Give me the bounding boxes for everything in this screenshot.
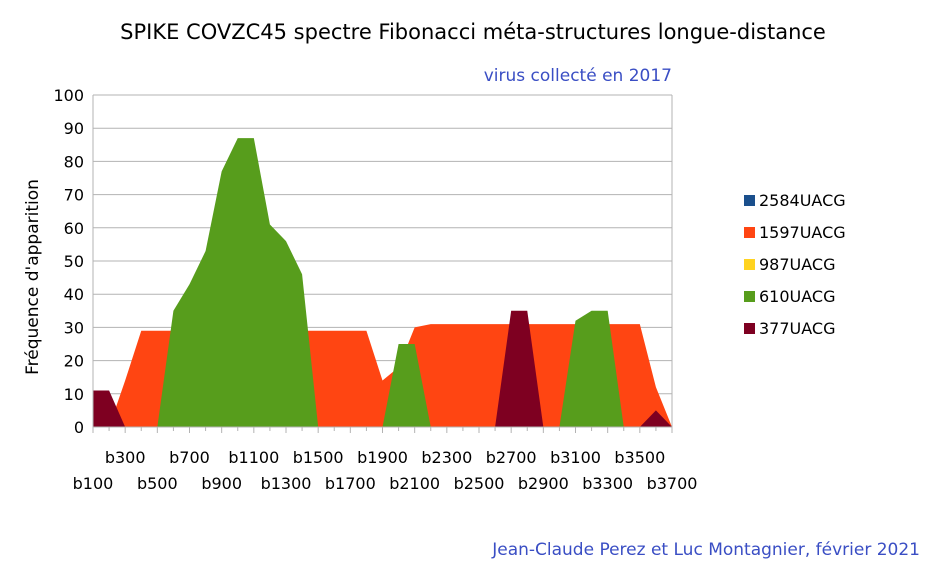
x-tick-label-b2900: b2900 <box>518 474 569 493</box>
x-tick-label-b900: b900 <box>201 474 242 493</box>
x-tick-label-b1700: b1700 <box>325 474 376 493</box>
legend-item-610UACG: 610UACG <box>744 280 846 312</box>
x-tick-label-b500: b500 <box>137 474 178 493</box>
y-tick-label-60: 60 <box>64 219 84 238</box>
legend-label-987UACG: 987UACG <box>759 254 836 274</box>
x-tick-label-b3700: b3700 <box>647 474 698 493</box>
x-tick-label-b2100: b2100 <box>389 474 440 493</box>
x-tick-label-b1900: b1900 <box>357 448 408 467</box>
legend-item-2584UACG: 2584UACG <box>744 184 846 216</box>
x-tick-label-b100: b100 <box>73 474 114 493</box>
y-tick-label-50: 50 <box>64 252 84 271</box>
chart-subtitle: virus collecté en 2017 <box>483 66 672 86</box>
x-tick-label-b1300: b1300 <box>261 474 312 493</box>
x-tick-label-b1100: b1100 <box>228 448 279 467</box>
x-tick-label-b700: b700 <box>169 448 210 467</box>
legend: 2584UACG 1597UACG 987UACG 610UACG 377UACG <box>744 184 846 344</box>
x-tick-label-b3500: b3500 <box>614 448 665 467</box>
legend-label-1597UACG: 1597UACG <box>759 222 846 242</box>
legend-swatch-610UACG <box>744 290 755 302</box>
legend-item-377UACG: 377UACG <box>744 312 846 344</box>
legend-swatch-1597UACG <box>744 226 755 238</box>
y-tick-label-90: 90 <box>64 119 84 138</box>
legend-item-987UACG: 987UACG <box>744 248 846 280</box>
y-tick-label-40: 40 <box>64 285 84 304</box>
x-tick-label-b2700: b2700 <box>486 448 537 467</box>
x-tick-label-b2300: b2300 <box>421 448 472 467</box>
y-tick-label-10: 10 <box>64 385 84 404</box>
x-tick-label-b2500: b2500 <box>454 474 505 493</box>
legend-swatch-377UACG <box>744 322 755 334</box>
y-tick-label-70: 70 <box>64 186 84 205</box>
chart-title: SPIKE COVZC45 spectre Fibonacci méta-str… <box>120 20 826 44</box>
legend-label-377UACG: 377UACG <box>759 318 836 338</box>
series-area-610UACG <box>93 138 672 427</box>
credit-text: Jean-Claude Perez et Luc Montagnier, fév… <box>492 540 920 560</box>
legend-label-2584UACG: 2584UACG <box>759 190 846 210</box>
x-tick-labels: b100 b300 b500 b700 b900 b1100 b1300 b1500 b1700… <box>73 427 698 493</box>
x-tick-label-b300: b300 <box>105 448 146 467</box>
legend-swatch-987UACG <box>744 258 755 270</box>
y-tick-labels: 0 10 20 30 40 50 60 70 80 90 100 <box>53 86 84 437</box>
legend-label-610UACG: 610UACG <box>759 286 836 306</box>
y-tick-label-80: 80 <box>64 152 84 171</box>
x-tick-label-b3300: b3300 <box>582 474 633 493</box>
y-axis-label: Fréquence d'apparition <box>23 179 43 375</box>
y-tick-label-0: 0 <box>74 418 84 437</box>
legend-item-1597UACG: 1597UACG <box>744 216 846 248</box>
x-tick-label-b1500: b1500 <box>293 448 344 467</box>
legend-swatch-2584UACG <box>744 194 755 206</box>
y-tick-label-100: 100 <box>53 86 84 105</box>
gridlines <box>93 94 672 428</box>
series-area-377UACG <box>93 310 672 427</box>
y-tick-label-20: 20 <box>64 352 84 371</box>
x-tick-label-b3100: b3100 <box>550 448 601 467</box>
series-areas <box>93 138 672 427</box>
y-tick-label-30: 30 <box>64 318 84 337</box>
